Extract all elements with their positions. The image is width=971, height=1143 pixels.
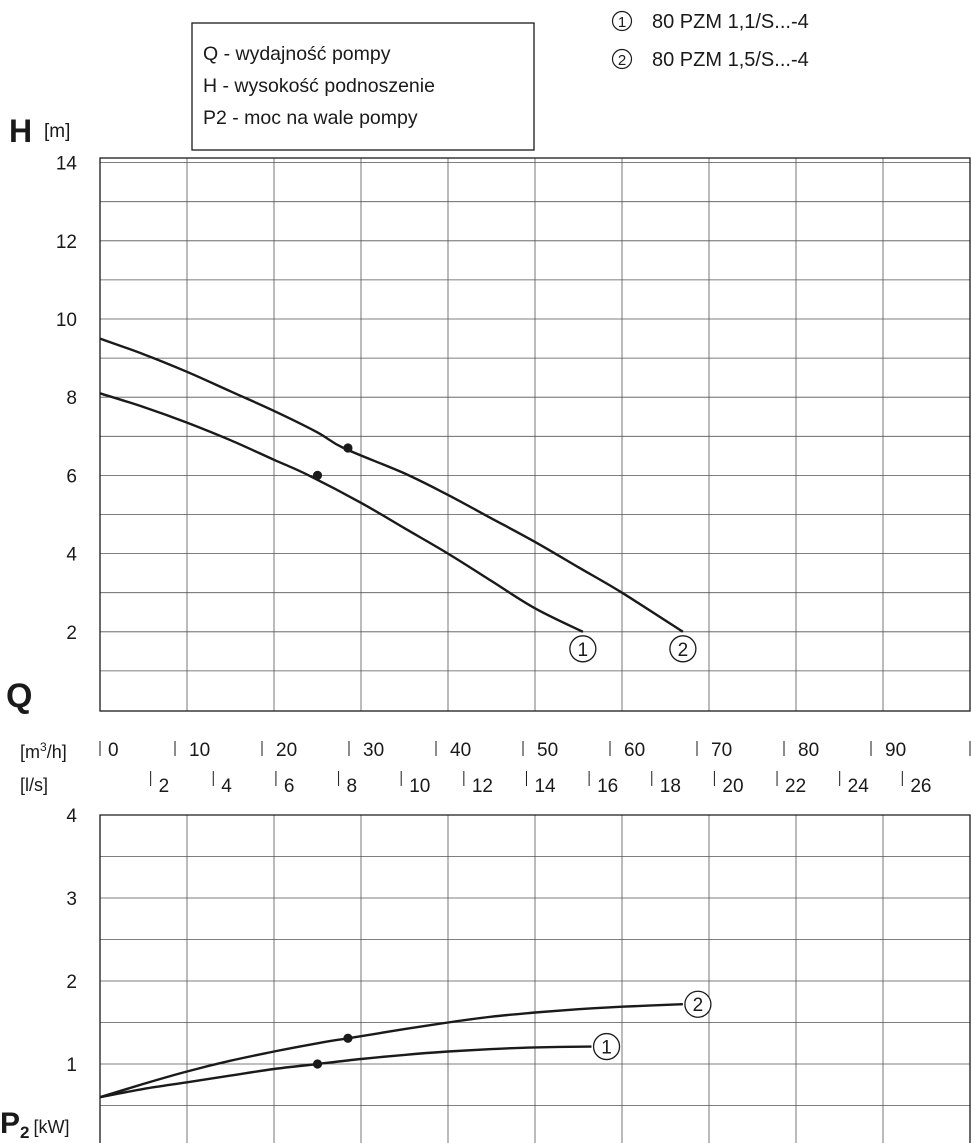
q-unit-m3h-post: /h] [47, 742, 67, 762]
p-duty-point-1 [312, 1059, 323, 1069]
h-plot-frame [99, 157, 971, 712]
q-ls-label-12: 12 [472, 776, 493, 797]
q-ls-label-16: 16 [597, 776, 618, 797]
q-m3h-label-60: 60 [624, 740, 645, 761]
p-ytick-label-4: 4 [66, 806, 77, 827]
h-ytick-label-10: 10 [56, 310, 77, 331]
q-m3h-label-90: 90 [885, 740, 906, 761]
p-plot-frame [99, 814, 971, 1143]
series-legend-marker-2-icon [611, 48, 633, 70]
q-unit-ls: [l/s] [20, 775, 48, 795]
p-curve-marker-2-icon [684, 990, 712, 1018]
q-ls-label-26: 26 [910, 776, 931, 797]
q-m3h-label-0: 0 [108, 740, 119, 761]
h-ytick-label-2: 2 [66, 623, 77, 644]
p-duty-point-2 [343, 1033, 353, 1043]
h-ytick-label-14: 14 [56, 154, 78, 175]
h-ytick-label-4: 4 [66, 545, 77, 566]
p-axis-sub: 2 [20, 1123, 29, 1142]
q-m3h-label-10: 10 [189, 740, 210, 761]
p-ytick-label-1: 1 [66, 1055, 77, 1076]
q-m3h-label-40: 40 [450, 740, 471, 761]
h-curve-marker-1-label: 1 [578, 640, 589, 661]
q-ls-label-18: 18 [660, 776, 681, 797]
p-plot-y-ticks: 1 2 3 4 [66, 806, 77, 1076]
h-ytick-label-6: 6 [66, 466, 77, 487]
h-curve-2 [99, 337, 684, 633]
series-legend-name-2: 80 PZM 1,5/S...-4 [652, 49, 809, 71]
q-m3h-label-30: 30 [363, 740, 384, 761]
series-legend-name-1: 80 PZM 1,1/S...-4 [652, 11, 809, 33]
q-ls-label-22: 22 [785, 776, 806, 797]
q-scale: 0 10 20 30 40 50 60 70 80 90 2 4 6 8 10 12 14 16 18 20 22 24… [99, 740, 971, 797]
p-axis-unit: [kW] [33, 1117, 69, 1137]
q-m3h-label-20: 20 [276, 740, 297, 761]
h-duty-point-1 [312, 470, 323, 480]
p-plot-grid [100, 815, 970, 1143]
h-curve-marker-2-icon [669, 635, 697, 663]
q-m3h-label-50: 50 [537, 740, 558, 761]
h-curve-marker-2-label: 2 [678, 640, 689, 661]
h-curve-1 [99, 392, 584, 633]
legend-box: Q - wydajność pompy H - wysokość podnosz… [191, 22, 535, 151]
legend-box-frame [191, 22, 535, 151]
q-ls-label-20: 20 [722, 776, 743, 797]
q-unit-m3h-sup: 3 [40, 740, 47, 754]
p-ytick-label-2: 2 [66, 972, 77, 993]
series-legend: 1 80 PZM 1,1/S...-4 2 80 PZM 1,5/S...-4 [611, 10, 809, 71]
q-unit-m3h: [m3/h] [20, 740, 67, 762]
p-curve-marker-2-label: 2 [693, 995, 704, 1016]
h-ytick-label-12: 12 [56, 232, 77, 253]
h-curve-marker-1-icon [569, 635, 597, 663]
h-axis-symbol: H [9, 113, 32, 149]
q-ls-label-14: 14 [534, 776, 556, 797]
q-scale-ls: 2 4 6 8 10 12 14 16 18 20 22 24 26 [150, 771, 931, 797]
p-curve-1 [99, 1045, 592, 1099]
p-ytick-label-3: 3 [66, 889, 77, 910]
p-axis-symbol: P [0, 1107, 20, 1140]
q-m3h-label-70: 70 [711, 740, 732, 761]
q-scale-m3h: 0 10 20 30 40 50 60 70 80 90 [99, 740, 971, 761]
q-ls-label-24: 24 [848, 776, 870, 797]
series-legend-marker-1-label: 1 [618, 14, 626, 31]
legend-line-q: Q - wydajność pompy [203, 43, 391, 65]
series-legend-marker-1-icon [611, 10, 633, 32]
series-legend-marker-2-label: 2 [618, 52, 626, 69]
q-ls-label-10: 10 [409, 776, 430, 797]
q-ls-label-8: 8 [347, 776, 358, 797]
p-axis-label: P2 [kW] [0, 1107, 69, 1142]
q-axis-symbol: Q [6, 677, 32, 715]
q-unit-m3h-pre: [m [20, 742, 40, 762]
p-curve-2 [99, 1003, 683, 1099]
q-ls-label-2: 2 [159, 776, 170, 797]
h-ytick-label-8: 8 [66, 388, 77, 409]
legend-line-h: H - wysokość podnoszenie [203, 75, 435, 97]
p-curve-marker-1-icon [592, 1032, 621, 1061]
legend-line-p2: P2 - moc na wale pompy [203, 107, 418, 129]
p-curve-marker-1-label: 1 [601, 1038, 612, 1059]
q-ls-label-6: 6 [284, 776, 295, 797]
q-m3h-label-80: 80 [798, 740, 819, 761]
h-axis-unit: [m] [44, 121, 70, 142]
p-plot-curves: 12 [99, 990, 712, 1099]
h-plot-grid [100, 158, 970, 711]
q-ls-label-4: 4 [221, 776, 232, 797]
h-duty-point-2 [343, 443, 353, 453]
h-plot-y-ticks: 2 4 6 8 10 12 14 [56, 154, 78, 644]
